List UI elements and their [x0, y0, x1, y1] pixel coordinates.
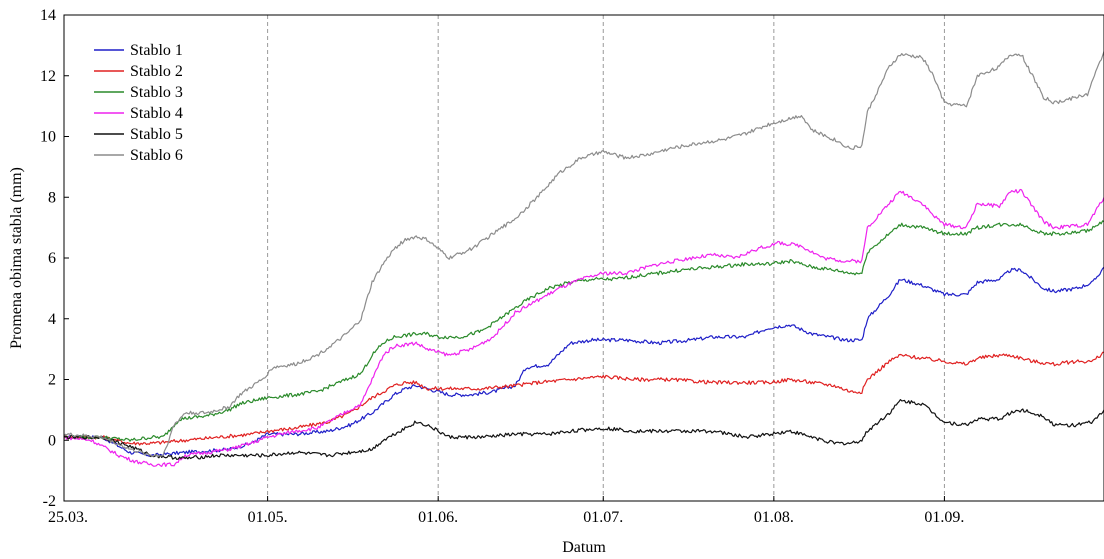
series-line-2 [63, 351, 1104, 446]
grid-layer [267, 15, 945, 501]
legend-label: Stablo 5 [130, 126, 183, 143]
y-tick-label: 14 [40, 7, 56, 24]
plot-frame [63, 14, 1104, 502]
series-line-6 [63, 51, 1104, 458]
y-tick-label: 12 [40, 68, 56, 85]
y-tick-label: 2 [48, 372, 56, 389]
series-line-3 [63, 220, 1104, 442]
legend-label: Stablo 2 [130, 63, 183, 80]
legend-label: Stablo 4 [130, 105, 183, 122]
legend-label: Stablo 6 [130, 147, 183, 164]
legend: Stablo 1 Stablo 2 Stablo 3 Stablo 4 Stablo 5… [94, 42, 183, 164]
x-tick-label: 01.08. [754, 509, 794, 526]
legend-label: Stablo 1 [130, 42, 183, 59]
x-axis-title: Datum [562, 539, 606, 556]
x-tick-label: 01.09. [924, 509, 964, 526]
y-tick-label: 8 [48, 189, 56, 206]
y-tick-label: 10 [40, 129, 56, 146]
y-tick-label: -2 [43, 493, 56, 510]
x-tick-label: 01.07. [583, 509, 623, 526]
x-tick-label: 01.05. [248, 509, 288, 526]
series-line-1 [63, 266, 1104, 457]
y-tick-label: 0 [48, 432, 56, 449]
series-line-4 [63, 188, 1104, 467]
y-axis-title: Promena obima stabla (mm) [8, 167, 25, 349]
x-tick-label: 01.06. [418, 509, 458, 526]
axis-layer: -2 0 2 4 6 8 10 12 14 25.03. 01.05. 01.06. 01.07. 01.… [40, 7, 964, 526]
y-tick-label: 4 [48, 311, 56, 328]
series-line-5 [63, 399, 1104, 460]
legend-label: Stablo 3 [130, 84, 183, 101]
x-tick-label: 25.03. [48, 509, 88, 526]
series-layer [63, 51, 1104, 467]
y-tick-label: 6 [48, 250, 56, 267]
